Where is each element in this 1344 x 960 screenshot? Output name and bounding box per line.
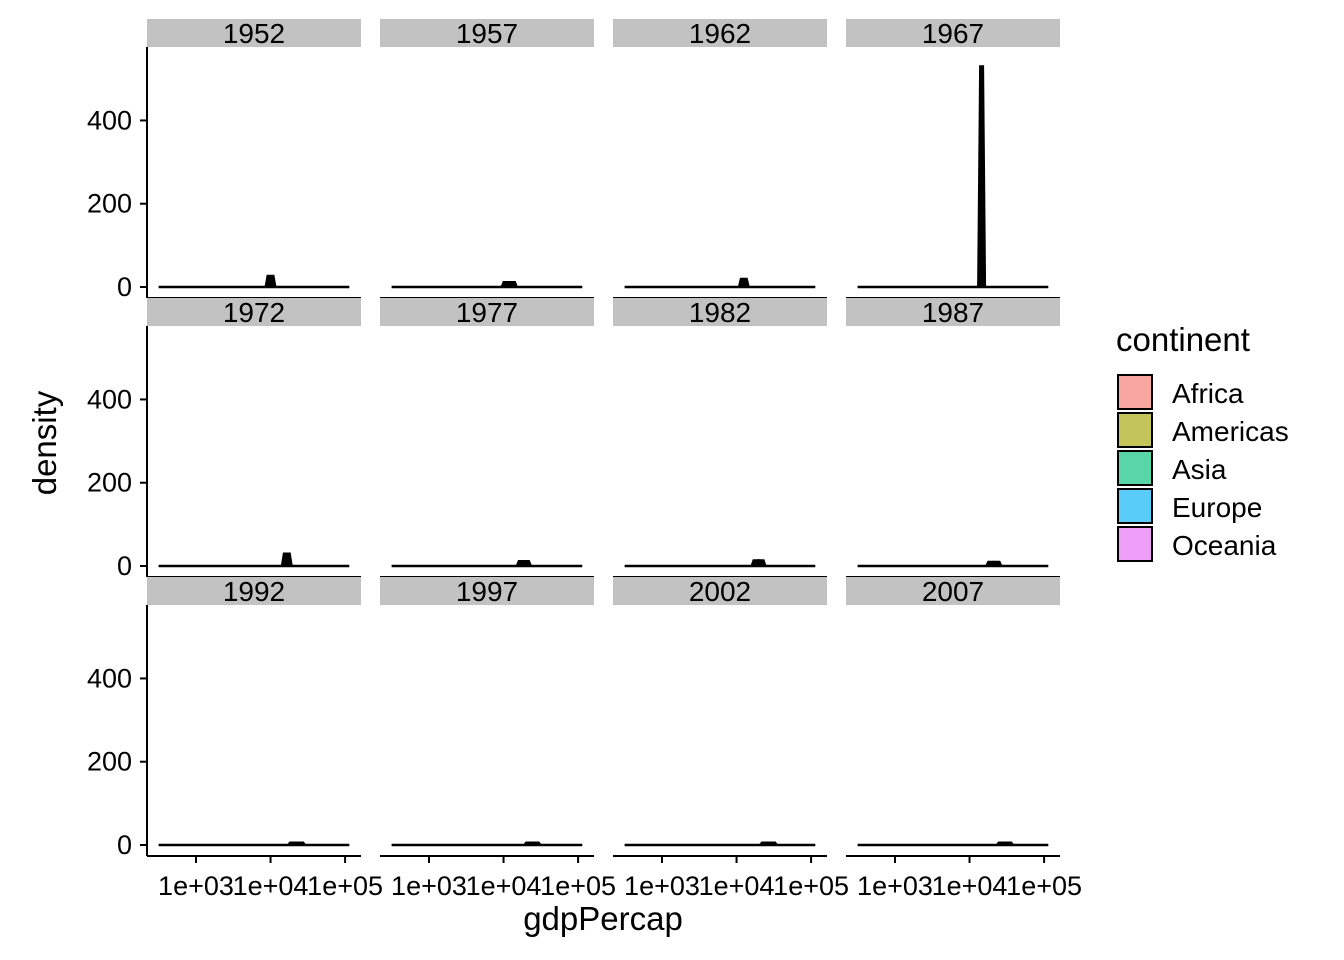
density-peak: [737, 277, 751, 288]
density-peak: [528, 841, 543, 846]
legend-label: Europe: [1172, 492, 1262, 523]
y-tick-label: 0: [117, 551, 132, 581]
x-tick-label: 1e+05: [540, 871, 616, 901]
facet-strip-label: 1982: [689, 297, 751, 328]
density-peak: [293, 841, 308, 846]
y-tick-label: 0: [117, 272, 132, 302]
facet-strip: [613, 19, 827, 47]
y-tick-label: 200: [87, 189, 132, 219]
legend-title: continent: [1116, 321, 1250, 358]
legend-key: [1117, 374, 1153, 410]
y-tick-label: 400: [87, 384, 132, 414]
legend-item-europe: Europe: [1117, 488, 1262, 524]
facet-panel-1972: 1972 0 200 400: [87, 297, 361, 581]
legend-key: [1117, 526, 1153, 562]
facet-strip: [380, 577, 594, 605]
legend-label: Oceania: [1172, 530, 1277, 561]
x-tick-label: 1e+05: [773, 871, 849, 901]
x-tick-label: 1e+04: [466, 871, 542, 901]
facet-strip-label: 1977: [456, 297, 518, 328]
facet-panel-1987: 1987: [846, 297, 1060, 578]
facet-strip: [147, 19, 361, 47]
x-tick-label: 1e+03: [624, 871, 700, 901]
facet-strip: [613, 298, 827, 326]
facet-panels: 1952 0 200 400 1957 1962 1967 1972 0 200 400 1977 19…: [87, 18, 1082, 901]
density-peak: [1001, 841, 1016, 846]
density-peak: [977, 65, 987, 288]
facet-strip: [613, 577, 827, 605]
legend-item-oceania: Oceania: [1117, 526, 1277, 562]
density-peak: [264, 274, 277, 288]
y-tick-label: 200: [87, 747, 132, 777]
x-tick-label: 1e+04: [699, 871, 775, 901]
facet-strip-label: 1997: [456, 576, 518, 607]
x-tick-label: 1e+03: [158, 871, 234, 901]
facet-strip: [846, 298, 1060, 326]
legend-label: Africa: [1172, 378, 1244, 409]
density-peak: [519, 560, 533, 567]
facet-strip-label: 1957: [456, 18, 518, 49]
y-tick-label: 200: [87, 468, 132, 498]
legend-key: [1117, 488, 1153, 524]
facet-strip: [147, 577, 361, 605]
facet-strip: [380, 19, 594, 47]
x-tick-label: 1e+03: [857, 871, 933, 901]
facet-strip: [380, 298, 594, 326]
legend-label: Asia: [1172, 454, 1227, 485]
density-peak: [280, 552, 293, 567]
x-tick-label: 1e+04: [932, 871, 1008, 901]
density-peak: [989, 560, 1004, 567]
facet-strip-label: 1967: [922, 18, 984, 49]
y-tick-label: 0: [117, 830, 132, 860]
facet-strip-label: 1972: [223, 297, 285, 328]
facet-panel-1967: 1967: [846, 18, 1060, 299]
facet-panel-1962: 1962: [613, 18, 827, 299]
facet-panel-1977: 1977: [380, 297, 594, 578]
legend-label: Americas: [1172, 416, 1289, 447]
facet-strip-label: 1992: [223, 576, 285, 607]
x-axis-title: gdpPercap: [523, 900, 683, 937]
x-tick-label: 1e+04: [233, 871, 309, 901]
y-axis-title: density: [26, 390, 63, 495]
facet-strip-label: 1962: [689, 18, 751, 49]
facet-strip: [846, 577, 1060, 605]
x-tick-label: 1e+05: [307, 871, 383, 901]
y-tick-label: 400: [87, 663, 132, 693]
legend-item-asia: Asia: [1117, 450, 1227, 486]
x-tick-label: 1e+03: [391, 871, 467, 901]
y-tick-label: 400: [87, 105, 132, 135]
density-peak: [754, 559, 768, 567]
legend-key: [1117, 450, 1153, 486]
facet-strip-label: 2007: [922, 576, 984, 607]
legend-item-africa: Africa: [1117, 374, 1244, 410]
density-peak: [505, 281, 519, 288]
legend: continent Africa Americas Asia Europe Oceani…: [1116, 321, 1289, 562]
facet-strip: [147, 298, 361, 326]
x-tick-label: 1e+05: [1006, 871, 1082, 901]
facet-strip: [846, 19, 1060, 47]
facet-strip-label: 2002: [689, 576, 751, 607]
facet-panel-1957: 1957: [380, 18, 594, 299]
facet-panel-1952: 1952 0 200 400: [87, 18, 361, 302]
legend-key: [1117, 412, 1153, 448]
density-peak: [765, 841, 780, 846]
facet-strip-label: 1987: [922, 297, 984, 328]
facet-panel-1982: 1982: [613, 297, 827, 578]
facet-strip-label: 1952: [223, 18, 285, 49]
legend-item-americas: Americas: [1117, 412, 1289, 448]
